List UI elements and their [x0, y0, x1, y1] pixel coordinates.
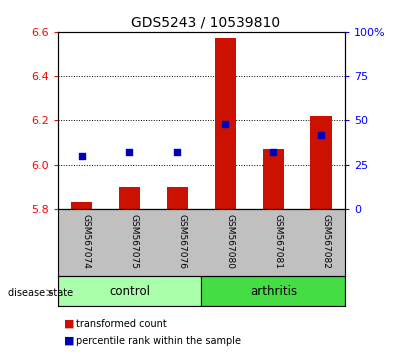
Bar [263, 149, 284, 209]
Point [318, 132, 325, 137]
Bar [310, 116, 332, 209]
Bar [119, 187, 140, 209]
Text: disease state: disease state [8, 288, 73, 298]
Text: GDS5243 / 10539810: GDS5243 / 10539810 [131, 16, 280, 30]
Text: control: control [109, 285, 150, 298]
Bar [201, 276, 345, 306]
Bar [71, 202, 92, 209]
Text: GSM567075: GSM567075 [129, 214, 139, 269]
Point [270, 149, 277, 155]
Bar [215, 39, 236, 209]
Text: ■: ■ [64, 319, 74, 329]
Text: GSM567074: GSM567074 [81, 214, 90, 269]
Text: transformed count: transformed count [76, 319, 167, 329]
Text: GSM567081: GSM567081 [273, 214, 282, 269]
Text: GSM567080: GSM567080 [225, 214, 234, 269]
Bar [166, 187, 188, 209]
Text: GSM567076: GSM567076 [178, 214, 187, 269]
Point [126, 149, 133, 155]
Text: percentile rank within the sample: percentile rank within the sample [76, 336, 241, 346]
Text: ■: ■ [64, 336, 74, 346]
Point [222, 121, 229, 127]
Text: arthritis: arthritis [250, 285, 297, 298]
Point [78, 153, 85, 159]
Point [174, 149, 181, 155]
Bar [58, 276, 201, 306]
Text: GSM567082: GSM567082 [321, 214, 330, 269]
